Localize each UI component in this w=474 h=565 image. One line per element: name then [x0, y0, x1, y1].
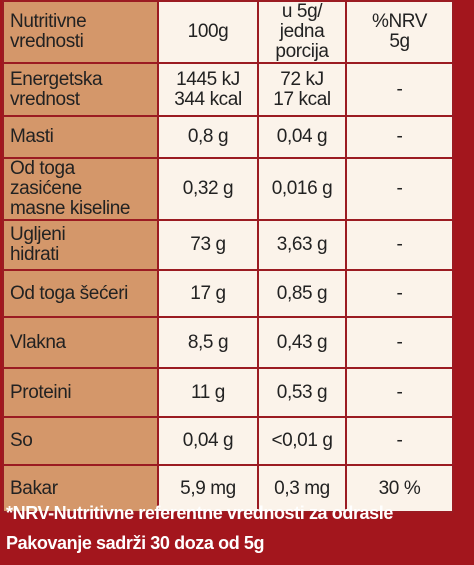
table-cell: -: [345, 219, 454, 271]
table-cell: 0,85 g: [257, 269, 347, 318]
table-cell: -: [345, 62, 454, 117]
table-row: Proteini 11 g 0,53 g-: [2, 367, 454, 418]
table-row: So 0,04 g <0,01 g-: [2, 416, 454, 466]
table-cell: 5,9 mg: [157, 464, 259, 513]
table-cell: -: [345, 115, 454, 159]
table-cell: -: [345, 316, 454, 369]
table-row: Vlakna 8,5 g 0,43 g-: [2, 316, 454, 369]
table-cell: 8,5 g: [157, 316, 259, 369]
table-row: Energetska vrednost 1445 kJ 344 kcal 72 kJ…: [2, 62, 454, 117]
table-cell: Nutritivne vrednosti: [2, 0, 159, 64]
table-cell: 100g: [157, 0, 259, 64]
table-cell: -: [345, 416, 454, 466]
table-cell: Ugljeni hidrati: [2, 219, 159, 271]
table-cell: 72 kJ 17 kcal: [257, 62, 347, 117]
table-cell: 0,43 g: [257, 316, 347, 369]
table-cell: 73 g: [157, 219, 259, 271]
table-cell: Od toga zasićene masne kiseline: [2, 157, 159, 221]
table-cell: Od toga šećeri: [2, 269, 159, 318]
table-row: Masti 0,8 g 0,04 g-: [2, 115, 454, 159]
nutrition-table: Nutritivne vrednosti 100g u 5g/ jedna porc…: [2, 0, 454, 513]
table-cell: 30 %: [345, 464, 454, 513]
table-row: Od toga šećeri 17 g 0,85 g-: [2, 269, 454, 318]
table-cell: Energetska vrednost: [2, 62, 159, 117]
table-cell: 0,3 mg: [257, 464, 347, 513]
table-cell: u 5g/ jedna porcija: [257, 0, 347, 64]
table-cell: %NRV 5g: [345, 0, 454, 64]
table-cell: So: [2, 416, 159, 466]
footnote: Pakovanje sadrži 30 doza od 5g: [6, 533, 265, 553]
table-cell: 0,016 g: [257, 157, 347, 221]
table-cell: 1445 kJ 344 kcal: [157, 62, 259, 117]
table-row: Ugljeni hidrati 73 g 3,63 g-: [2, 219, 454, 271]
table-cell: Bakar: [2, 464, 159, 513]
table-cell: 0,8 g: [157, 115, 259, 159]
table-row: Od toga zasićene masne kiseline 0,32 g 0,0…: [2, 157, 454, 221]
table-cell: -: [345, 269, 454, 318]
table-cell: 0,32 g: [157, 157, 259, 221]
table-cell: Vlakna: [2, 316, 159, 369]
table-cell: -: [345, 157, 454, 221]
table-cell: 0,04 g: [257, 115, 347, 159]
table-cell: Proteini: [2, 367, 159, 418]
table-cell: 17 g: [157, 269, 259, 318]
footnote: *NRV-Nutritivne referentne vrednosti za …: [6, 503, 393, 523]
table-cell: 11 g: [157, 367, 259, 418]
table-cell: 0,04 g: [157, 416, 259, 466]
table-cell: 0,53 g: [257, 367, 347, 418]
table-cell: 3,63 g: [257, 219, 347, 271]
table-cell: <0,01 g: [257, 416, 347, 466]
table-cell: -: [345, 367, 454, 418]
table-row: Nutritivne vrednosti 100g u 5g/ jedna porc…: [2, 0, 454, 64]
table-row: Bakar 5,9 mg 0,3 mg 30 %: [2, 464, 454, 513]
table-cell: Masti: [2, 115, 159, 159]
